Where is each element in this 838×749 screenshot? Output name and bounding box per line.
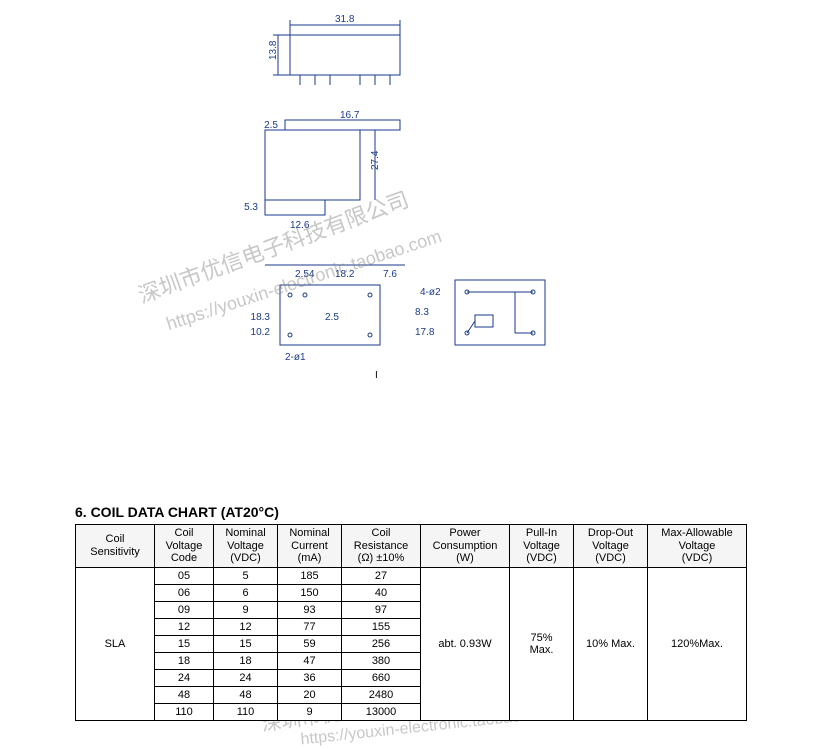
cell-code: 18 <box>155 652 214 669</box>
coil-data-table: CoilSensitivity CoilVoltageCode NominalV… <box>75 524 747 721</box>
cell-code: 15 <box>155 635 214 652</box>
th-code: CoilVoltageCode <box>155 525 214 568</box>
cell-ncur: 185 <box>278 567 342 584</box>
cell-ncur: 36 <box>278 669 342 686</box>
cell-res: 97 <box>342 601 421 618</box>
cell-nvolt: 18 <box>214 652 278 669</box>
th-maxallow: Max-AllowableVoltage(VDC) <box>648 525 747 568</box>
dim-foot-right2: 17.8 <box>415 327 435 338</box>
cell-maxallow: 120%Max. <box>648 567 747 720</box>
th-power: PowerConsumption(W) <box>421 525 510 568</box>
cell-ncur: 77 <box>278 618 342 635</box>
cell-ncur: 9 <box>278 703 342 720</box>
dim-side-top-h: 2.5 <box>264 120 278 131</box>
dim-foot-pitch: 2.54 <box>295 269 315 280</box>
dim-foot-span1: 18.2 <box>335 269 355 280</box>
cell-nvolt: 5 <box>214 567 278 584</box>
cell-nvolt: 24 <box>214 669 278 686</box>
cell-res: 2480 <box>342 686 421 703</box>
cell-nvolt: 9 <box>214 601 278 618</box>
table-header-row: CoilSensitivity CoilVoltageCode NominalV… <box>76 525 747 568</box>
th-pullin: Pull-InVoltage(VDC) <box>510 525 574 568</box>
section-title: 6. COIL DATA CHART (AT20°C) <box>75 504 279 520</box>
cell-code: 12 <box>155 618 214 635</box>
cell-res: 155 <box>342 618 421 635</box>
cell-ncur: 59 <box>278 635 342 652</box>
cell-pullin: 75%Max. <box>510 567 574 720</box>
th-res: CoilResistance(Ω) ±10% <box>342 525 421 568</box>
th-nvolt: NominalVoltage(VDC) <box>214 525 278 568</box>
mechanical-drawing: 31.8 13.8 16.7 2.5 27.4 5.3 12 <box>180 10 630 370</box>
cell-nvolt: 15 <box>214 635 278 652</box>
cell-ncur: 20 <box>278 686 342 703</box>
cell-nvolt: 6 <box>214 584 278 601</box>
dim-side-bottom-h: 5.3 <box>244 202 258 213</box>
cell-ncur: 93 <box>278 601 342 618</box>
th-ncur: NominalCurrent(mA) <box>278 525 342 568</box>
dim-foot-label-a: 2.5 <box>325 312 339 323</box>
coil-table-wrap: CoilSensitivity CoilVoltageCode NominalV… <box>75 524 747 721</box>
cell-code: 24 <box>155 669 214 686</box>
dim-hole2: 2-ø1 <box>285 352 306 363</box>
dim-foot-span2: 7.6 <box>383 269 397 280</box>
cell-res: 256 <box>342 635 421 652</box>
th-dropout: Drop-OutVoltage(VDC) <box>574 525 648 568</box>
cell-res: 40 <box>342 584 421 601</box>
dim-foot-label-c: 10.2 <box>251 327 271 338</box>
cell-code: 05 <box>155 567 214 584</box>
cell-res: 27 <box>342 567 421 584</box>
cell-code: 110 <box>155 703 214 720</box>
dim-foot-right1: 8.3 <box>415 307 429 318</box>
cell-power: abt. 0.93W <box>421 567 510 720</box>
svg-text:I: I <box>375 370 378 380</box>
drawing-svg: 31.8 13.8 16.7 2.5 27.4 5.3 12 <box>180 10 630 380</box>
dim-top-width: 31.8 <box>335 14 355 25</box>
dim-hole1: 4-ø2 <box>420 287 441 298</box>
cell-sensitivity: SLA <box>76 567 155 720</box>
cell-nvolt: 110 <box>214 703 278 720</box>
table-row: SLA05518527abt. 0.93W75%Max.10% Max.120%… <box>76 567 747 584</box>
cell-ncur: 150 <box>278 584 342 601</box>
cell-nvolt: 48 <box>214 686 278 703</box>
cell-code: 48 <box>155 686 214 703</box>
cell-res: 13000 <box>342 703 421 720</box>
dim-foot-label-b: 18.3 <box>251 312 271 323</box>
dim-side-top-w: 16.7 <box>340 110 360 121</box>
dim-side-main-h: 27.4 <box>370 150 381 170</box>
cell-ncur: 47 <box>278 652 342 669</box>
cell-code: 09 <box>155 601 214 618</box>
cell-res: 660 <box>342 669 421 686</box>
page: 31.8 13.8 16.7 2.5 27.4 5.3 12 <box>0 0 838 739</box>
cell-code: 06 <box>155 584 214 601</box>
th-sensitivity: CoilSensitivity <box>76 525 155 568</box>
cell-res: 380 <box>342 652 421 669</box>
dim-side-bottom-w: 12.6 <box>290 220 310 231</box>
cell-nvolt: 12 <box>214 618 278 635</box>
dim-top-height: 13.8 <box>268 40 279 60</box>
cell-dropout: 10% Max. <box>574 567 648 720</box>
